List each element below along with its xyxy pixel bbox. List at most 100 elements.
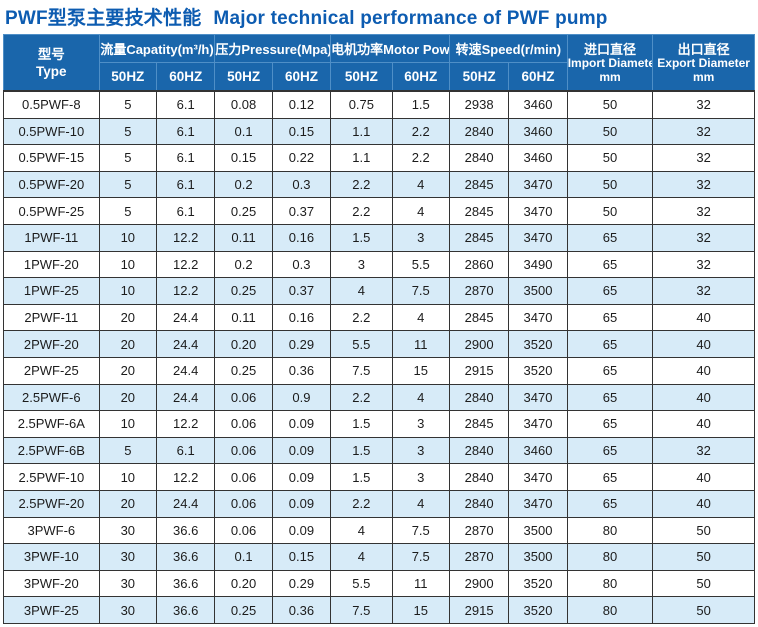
freq-header-speed-60hz: 60HZ <box>508 62 568 92</box>
value-cell: 10 <box>98 410 158 438</box>
value-cell: 2870 <box>448 516 510 545</box>
value-cell: 32 <box>652 250 755 279</box>
value-cell: 2.2 <box>330 383 393 412</box>
value-cell: 3520 <box>508 356 568 385</box>
model-cell: 0.5PWF-8 <box>3 89 100 119</box>
col-header-export-diameter: 出口直径 Export Diameter mm <box>652 34 755 92</box>
value-cell: 2.2 <box>330 489 393 518</box>
value-cell: 0.2 <box>214 250 273 279</box>
table-row: 3PWF-10 30 36.6 0.1 0.15 4 7.5 2870 3500 80 50 <box>3 543 755 571</box>
value-cell: 0.15 <box>271 543 332 571</box>
value-cell: 0.09 <box>271 436 332 465</box>
value-cell: 0.12 <box>271 89 332 119</box>
table-row: 2.5PWF-6B 5 6.1 0.06 0.09 1.5 3 2840 3460 65 32 <box>3 436 755 465</box>
model-cell: 2.5PWF-10 <box>3 463 100 491</box>
value-cell: 0.11 <box>214 223 273 252</box>
value-cell: 7.5 <box>330 596 393 624</box>
value-cell: 2840 <box>448 383 510 412</box>
value-cell: 1.1 <box>330 117 393 146</box>
value-cell: 40 <box>652 489 755 518</box>
model-cell: 3PWF-25 <box>3 596 100 624</box>
col-header-motor-power: 电机功率Motor Power(kw) <box>330 34 450 63</box>
value-cell: 1.5 <box>330 436 393 465</box>
freq-header-power-60hz: 60HZ <box>391 62 450 92</box>
value-cell: 7.5 <box>391 543 450 571</box>
value-cell: 80 <box>566 543 654 571</box>
value-cell: 2845 <box>448 223 510 252</box>
value-cell: 0.06 <box>214 489 273 518</box>
model-cell: 3PWF-10 <box>3 543 100 571</box>
value-cell: 3470 <box>508 170 568 199</box>
value-cell: 0.20 <box>214 569 273 598</box>
value-cell: 65 <box>566 410 654 438</box>
value-cell: 0.11 <box>214 303 273 332</box>
value-cell: 40 <box>652 463 755 491</box>
table-row: 2.5PWF-6 20 24.4 0.06 0.9 2.2 4 2840 3470 65 40 <box>3 383 755 412</box>
model-cell: 1PWF-20 <box>3 250 100 279</box>
page-title-zh: PWF型泵主要技术性能 <box>5 8 202 29</box>
col-header-type: 型号 Type <box>3 34 100 92</box>
value-cell: 3470 <box>508 489 568 518</box>
value-cell: 11 <box>391 330 450 358</box>
value-cell: 65 <box>566 356 654 385</box>
value-cell: 40 <box>652 330 755 358</box>
value-cell: 5.5 <box>330 330 393 358</box>
value-cell: 2845 <box>448 410 510 438</box>
value-cell: 3520 <box>508 596 568 624</box>
value-cell: 2840 <box>448 144 510 172</box>
value-cell: 50 <box>566 89 654 119</box>
value-cell: 0.37 <box>271 277 332 305</box>
value-cell: 10 <box>98 463 158 491</box>
page-title-en: Major technical performance of PWF pump <box>213 8 608 29</box>
freq-header-pressure-60hz: 60HZ <box>271 62 332 92</box>
model-cell: 2PWF-20 <box>3 330 100 358</box>
table-row: 2.5PWF-6A 10 12.2 0.06 0.09 1.5 3 2845 3470 65 40 <box>3 410 755 438</box>
value-cell: 15 <box>391 356 450 385</box>
value-cell: 3500 <box>508 277 568 305</box>
model-cell: 0.5PWF-25 <box>3 197 100 225</box>
value-cell: 40 <box>652 303 755 332</box>
value-cell: 3460 <box>508 436 568 465</box>
table-row: 0.5PWF-15 5 6.1 0.15 0.22 1.1 2.2 2840 3460 50 32 <box>3 144 755 172</box>
freq-header-speed-50hz: 50HZ <box>448 62 510 92</box>
value-cell: 5 <box>98 89 158 119</box>
value-cell: 5 <box>98 144 158 172</box>
value-cell: 24.4 <box>155 489 216 518</box>
value-cell: 10 <box>98 223 158 252</box>
table-row: 1PWF-11 10 12.2 0.11 0.16 1.5 3 2845 3470 65 32 <box>3 223 755 252</box>
value-cell: 50 <box>652 516 755 545</box>
col-header-speed: 转速Speed(r/min) <box>448 34 568 63</box>
value-cell: 1.5 <box>391 89 450 119</box>
value-cell: 20 <box>98 489 158 518</box>
value-cell: 36.6 <box>155 516 216 545</box>
value-cell: 0.06 <box>214 383 273 412</box>
value-cell: 1.1 <box>330 144 393 172</box>
value-cell: 4 <box>391 170 450 199</box>
model-cell: 2.5PWF-6A <box>3 410 100 438</box>
value-cell: 20 <box>98 303 158 332</box>
value-cell: 32 <box>652 197 755 225</box>
type-header-en: Type <box>36 63 67 79</box>
value-cell: 3460 <box>508 144 568 172</box>
value-cell: 7.5 <box>330 356 393 385</box>
value-cell: 80 <box>566 596 654 624</box>
value-cell: 5 <box>98 436 158 465</box>
freq-header-power-50hz: 50HZ <box>330 62 393 92</box>
value-cell: 3 <box>391 223 450 252</box>
table-row: 3PWF-6 30 36.6 0.06 0.09 4 7.5 2870 3500 80 50 <box>3 516 755 545</box>
table-row: 0.5PWF-8 5 6.1 0.08 0.12 0.75 1.5 2938 3460 50 32 <box>3 89 755 119</box>
value-cell: 7.5 <box>391 516 450 545</box>
value-cell: 0.25 <box>214 197 273 225</box>
export-header-unit: mm <box>692 69 715 84</box>
value-cell: 5 <box>98 170 158 199</box>
value-cell: 2.2 <box>391 117 450 146</box>
value-cell: 0.2 <box>214 170 273 199</box>
value-cell: 3490 <box>508 250 568 279</box>
value-cell: 3 <box>391 436 450 465</box>
value-cell: 12.2 <box>155 223 216 252</box>
value-cell: 3470 <box>508 410 568 438</box>
value-cell: 2870 <box>448 277 510 305</box>
value-cell: 50 <box>652 569 755 598</box>
value-cell: 20 <box>98 383 158 412</box>
value-cell: 0.06 <box>214 410 273 438</box>
